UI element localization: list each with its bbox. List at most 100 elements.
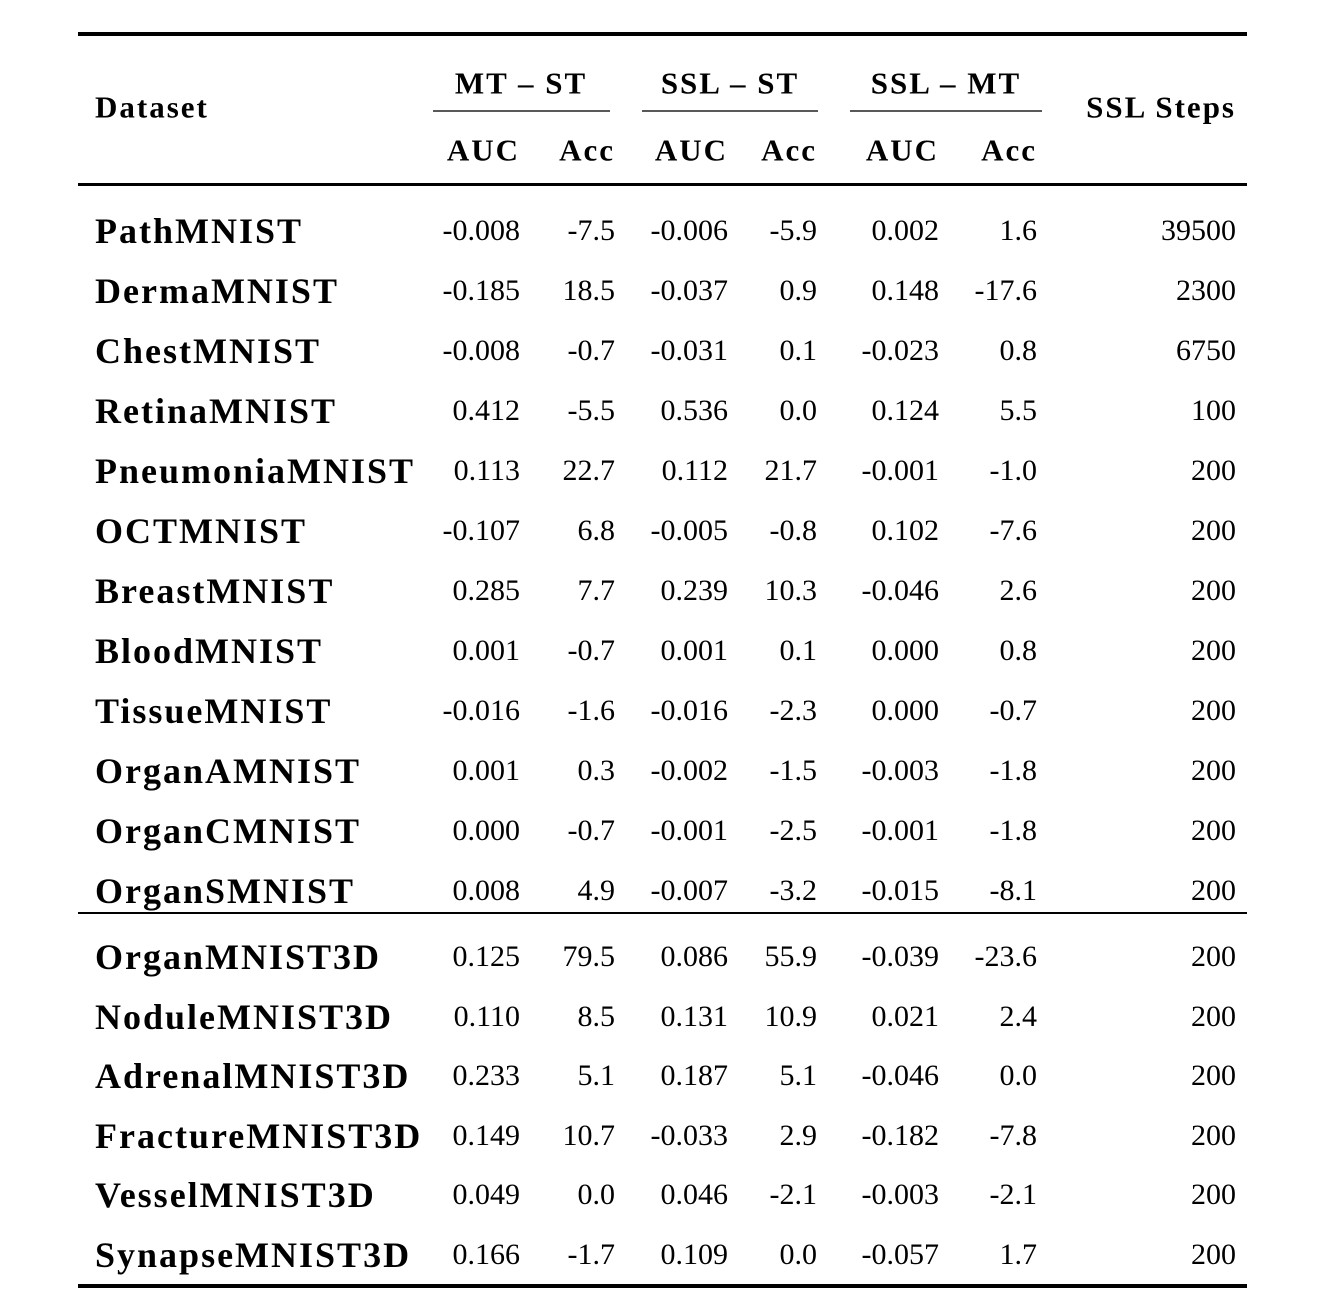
ssl-steps-cell: 200 xyxy=(1191,940,1236,973)
metric-value-cell: 79.5 xyxy=(562,940,616,973)
bottom-rule xyxy=(78,1284,1247,1288)
cmidrule-ssl-st xyxy=(642,110,818,112)
metric-value-cell: 22.7 xyxy=(562,454,616,487)
metric-value-cell: -3.2 xyxy=(769,874,818,907)
subheader-auc: AUC xyxy=(654,132,728,168)
metric-value-cell: 0.8 xyxy=(999,334,1038,367)
ssl-steps-cell: 200 xyxy=(1191,1059,1236,1093)
dataset-name-cell: ChestMNIST xyxy=(95,331,322,371)
metric-value-cell: 0.1 xyxy=(779,334,818,367)
metric-value-cell: 0.412 xyxy=(452,394,521,427)
ssl-steps-cell: 2300 xyxy=(1176,274,1236,307)
dataset-name-cell: BloodMNIST xyxy=(95,631,324,671)
dataset-column-header: Dataset xyxy=(95,89,209,125)
metric-value-cell: 0.0 xyxy=(999,1059,1038,1093)
metric-value-cell: 0.233 xyxy=(452,1059,521,1093)
metric-value-cell: -0.003 xyxy=(861,754,940,787)
subheader-auc: AUC xyxy=(865,132,939,168)
ssl-steps-cell: 200 xyxy=(1191,694,1236,727)
metric-value-cell: 0.109 xyxy=(660,1238,729,1271)
metric-value-cell: -0.016 xyxy=(442,694,521,727)
metric-value-cell: 7.7 xyxy=(577,574,616,607)
ssl-steps-cell: 200 xyxy=(1191,754,1236,787)
metric-value-cell: 0.046 xyxy=(660,1178,729,1212)
metric-value-cell: -1.0 xyxy=(989,454,1038,487)
metric-value-cell: 8.5 xyxy=(577,999,616,1033)
cmidrule-ssl-mt xyxy=(850,110,1042,112)
subheader-acc: Acc xyxy=(761,132,817,168)
metric-value-cell: 2.4 xyxy=(999,999,1038,1033)
metric-value-cell: 0.001 xyxy=(452,634,521,667)
metric-value-cell: -0.006 xyxy=(650,214,729,247)
metric-value-cell: 10.9 xyxy=(764,999,818,1033)
dataset-name-cell: AdrenalMNIST3D xyxy=(95,1056,411,1097)
metric-value-cell: 1.6 xyxy=(999,214,1038,247)
ssl-steps-cell: 6750 xyxy=(1176,334,1236,367)
metric-value-cell: -0.001 xyxy=(861,454,940,487)
metric-value-cell: -0.031 xyxy=(650,334,729,367)
ssl-steps-cell: 200 xyxy=(1191,454,1236,487)
metric-value-cell: -7.8 xyxy=(989,1118,1038,1152)
metric-value-cell: -0.003 xyxy=(861,1178,940,1212)
metric-value-cell: -0.185 xyxy=(442,274,521,307)
metric-value-cell: 0.148 xyxy=(871,274,940,307)
subheader-acc: Acc xyxy=(559,132,615,168)
metric-value-cell: 5.5 xyxy=(999,394,1038,427)
ssl-steps-cell: 200 xyxy=(1191,1178,1236,1212)
metric-value-cell: 0.3 xyxy=(577,754,616,787)
dataset-name-cell: OrganCMNIST xyxy=(95,811,362,851)
dataset-name-cell: FractureMNIST3D xyxy=(95,1115,423,1156)
metric-value-cell: -0.008 xyxy=(442,334,521,367)
metric-value-cell: -0.7 xyxy=(567,814,616,847)
dataset-name-cell: PathMNIST xyxy=(95,211,304,251)
metric-value-cell: 0.008 xyxy=(452,874,521,907)
metric-value-cell: -0.023 xyxy=(861,334,940,367)
metric-value-cell: 0.0 xyxy=(577,1178,616,1212)
ssl-steps-cell: 200 xyxy=(1191,574,1236,607)
ssl-steps-cell: 200 xyxy=(1191,999,1236,1033)
metric-value-cell: -2.3 xyxy=(769,694,818,727)
metric-value-cell: 6.8 xyxy=(577,514,616,547)
ssl-steps-cell: 200 xyxy=(1191,1238,1236,1271)
metric-value-cell: 0.0 xyxy=(779,394,818,427)
metric-value-cell: 0.1 xyxy=(779,634,818,667)
metric-value-cell: -0.182 xyxy=(861,1118,940,1152)
dataset-name-cell: DermaMNIST xyxy=(95,271,339,311)
metric-value-cell: 0.021 xyxy=(871,999,940,1033)
metric-value-cell: -0.037 xyxy=(650,274,729,307)
metric-value-cell: -0.046 xyxy=(861,1059,940,1093)
metric-value-cell: -23.6 xyxy=(974,940,1038,973)
metric-value-cell: 4.9 xyxy=(577,874,616,907)
dataset-name-cell: BreastMNIST xyxy=(95,571,335,611)
ssl-steps-cell: 39500 xyxy=(1161,214,1236,247)
metric-value-cell: -7.6 xyxy=(989,514,1038,547)
dataset-name-cell: PneumoniaMNIST xyxy=(95,451,416,491)
metric-value-cell: 0.113 xyxy=(453,454,520,487)
metric-value-cell: -0.107 xyxy=(442,514,521,547)
metric-value-cell: -0.007 xyxy=(650,874,729,907)
top-rule xyxy=(78,32,1247,36)
metric-value-cell: 0.000 xyxy=(871,694,940,727)
metric-value-cell: -0.015 xyxy=(861,874,940,907)
metric-value-cell: -1.8 xyxy=(989,814,1038,847)
metric-value-cell: 5.1 xyxy=(577,1059,616,1093)
metric-value-cell: 0.000 xyxy=(452,814,521,847)
metric-value-cell: 0.112 xyxy=(661,454,728,487)
metric-value-cell: 0.110 xyxy=(453,999,520,1033)
metric-value-cell: -0.7 xyxy=(567,634,616,667)
metric-value-cell: -0.002 xyxy=(650,754,729,787)
metric-value-cell: -7.5 xyxy=(567,214,616,247)
ssl-steps-cell: 200 xyxy=(1191,514,1236,547)
metric-value-cell: -0.046 xyxy=(861,574,940,607)
metric-value-cell: 1.7 xyxy=(999,1238,1038,1271)
dataset-name-cell: OCTMNIST xyxy=(95,511,308,551)
metric-value-cell: 0.166 xyxy=(452,1238,521,1271)
metric-value-cell: 0.8 xyxy=(999,634,1038,667)
metric-value-cell: -0.008 xyxy=(442,214,521,247)
metric-value-cell: 0.187 xyxy=(660,1059,729,1093)
ssl-steps-cell: 200 xyxy=(1191,1118,1236,1152)
metric-value-cell: 0.125 xyxy=(452,940,521,973)
metric-value-cell: -0.7 xyxy=(567,334,616,367)
metric-value-cell: 0.001 xyxy=(452,754,521,787)
group-header-ssl-mt: SSL – MT xyxy=(870,65,1022,101)
